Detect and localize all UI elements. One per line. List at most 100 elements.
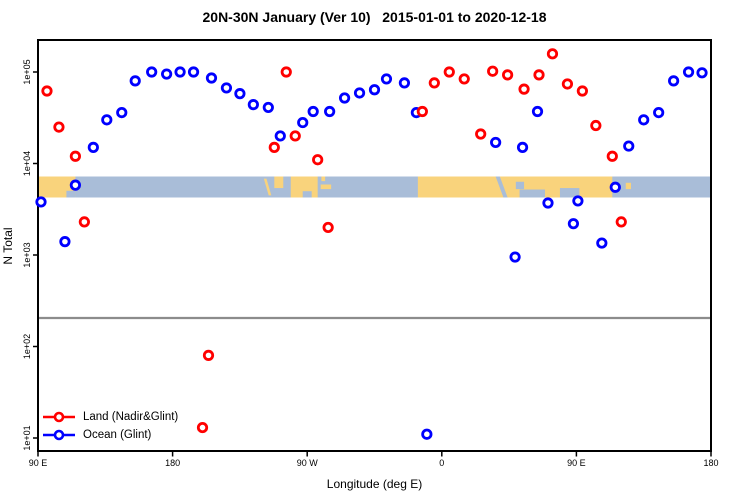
data-point-ocean bbox=[609, 181, 621, 193]
map-band-ocean-notch bbox=[519, 189, 545, 198]
data-point-ocean bbox=[653, 106, 665, 119]
data-point-land bbox=[518, 83, 530, 95]
x-axis-title: Longitude (deg E) bbox=[326, 477, 423, 491]
data-point-ocean bbox=[297, 116, 309, 129]
data-point-land bbox=[458, 73, 470, 85]
legend-label-ocean: Ocean (Glint) bbox=[83, 429, 152, 441]
y-axis-title: N Total bbox=[1, 227, 15, 265]
data-point-ocean bbox=[572, 195, 584, 207]
y-tick-label: 1e+03 bbox=[22, 242, 32, 267]
map-band-land-segment bbox=[38, 176, 76, 198]
data-point-land bbox=[443, 66, 455, 78]
data-point-land bbox=[546, 48, 559, 60]
data-point-ocean bbox=[338, 92, 351, 104]
map-band-land-segment bbox=[417, 176, 613, 198]
data-point-land bbox=[533, 69, 545, 81]
data-point-ocean bbox=[421, 428, 433, 440]
data-point-land bbox=[475, 128, 487, 140]
data-point-ocean bbox=[668, 75, 680, 87]
data-point-land bbox=[487, 65, 499, 77]
data-point-land bbox=[576, 85, 588, 97]
data-point-land bbox=[78, 216, 90, 228]
map-band-land-segment bbox=[320, 184, 332, 190]
data-point-ocean bbox=[623, 140, 635, 152]
data-point-ocean bbox=[129, 75, 141, 87]
legend-label-land: Land (Nadir&Glint) bbox=[83, 411, 179, 423]
map-band-land-segment bbox=[625, 182, 631, 190]
map-band-ocean-notch bbox=[515, 181, 525, 190]
data-point-ocean bbox=[368, 84, 381, 96]
legend: Land (Nadir&Glint) Ocean (Glint) bbox=[42, 408, 178, 444]
map-band-land-segment bbox=[274, 176, 284, 189]
data-point-land bbox=[196, 421, 209, 434]
data-point-ocean bbox=[682, 66, 695, 78]
x-tick-label: 90 W bbox=[297, 458, 319, 468]
data-point-ocean bbox=[247, 99, 259, 111]
data-point-land bbox=[312, 154, 324, 166]
data-point-land bbox=[428, 77, 440, 89]
data-point-ocean bbox=[307, 105, 319, 118]
data-point-land bbox=[606, 150, 618, 162]
data-point-ocean bbox=[161, 68, 173, 80]
data-point-ocean bbox=[324, 105, 336, 118]
data-point-ocean bbox=[69, 179, 81, 191]
data-point-ocean bbox=[146, 66, 158, 78]
chart-title: 20N-30N January (Ver 10) 2015-01-01 to 2… bbox=[202, 9, 547, 25]
data-point-ocean bbox=[696, 67, 708, 79]
data-point-land bbox=[615, 216, 627, 228]
data-point-ocean bbox=[234, 88, 246, 100]
data-point-land bbox=[202, 349, 215, 361]
data-point-ocean bbox=[380, 73, 393, 85]
data-point-ocean bbox=[274, 130, 286, 142]
data-point-ocean bbox=[59, 236, 71, 248]
map-band-ocean-notch bbox=[66, 190, 76, 198]
data-point-ocean bbox=[220, 82, 233, 94]
legend-item-ocean: Ocean (Glint) bbox=[42, 426, 178, 444]
legend-item-land: Land (Nadir&Glint) bbox=[42, 408, 178, 426]
data-point-land bbox=[289, 130, 301, 142]
map-band-ocean-notch bbox=[495, 176, 508, 198]
x-tick-label: 90 E bbox=[567, 458, 586, 468]
x-tick-label: 0 bbox=[439, 458, 444, 468]
data-point-ocean bbox=[531, 105, 544, 118]
data-point-land bbox=[69, 150, 81, 162]
y-tick-label: 1e+02 bbox=[22, 334, 32, 359]
map-band-ocean-notch bbox=[559, 188, 580, 198]
map-band-land-segment bbox=[321, 176, 326, 182]
map-band-ocean-notch bbox=[302, 191, 312, 198]
data-point-land bbox=[53, 121, 65, 133]
data-point-ocean bbox=[35, 196, 47, 208]
x-tick-label: 180 bbox=[165, 458, 180, 468]
y-tick-label: 1e+04 bbox=[22, 151, 32, 176]
data-point-ocean bbox=[490, 136, 502, 149]
data-point-ocean bbox=[596, 237, 608, 249]
data-point-ocean bbox=[116, 106, 128, 119]
data-point-land bbox=[41, 85, 53, 97]
data-point-ocean bbox=[262, 101, 274, 114]
data-point-ocean bbox=[567, 218, 580, 230]
y-tick-label: 1e+01 bbox=[22, 425, 32, 450]
land-series-symbol bbox=[43, 411, 75, 423]
data-point-ocean bbox=[174, 66, 186, 78]
data-point-ocean bbox=[542, 197, 554, 209]
data-point-land bbox=[502, 69, 514, 81]
data-point-land bbox=[268, 141, 280, 153]
data-point-land bbox=[416, 105, 428, 118]
data-point-land bbox=[280, 66, 292, 78]
x-tick-label: 180 bbox=[703, 458, 718, 468]
data-point-ocean bbox=[205, 72, 218, 84]
data-point-ocean bbox=[87, 141, 99, 153]
data-point-ocean bbox=[638, 114, 650, 126]
data-point-ocean bbox=[187, 66, 200, 78]
data-point-ocean bbox=[516, 141, 529, 153]
ocean-series-symbol bbox=[43, 429, 75, 441]
data-point-land bbox=[590, 119, 602, 132]
map-band-land-segment bbox=[263, 178, 272, 196]
plot-border bbox=[37, 39, 712, 452]
data-point-ocean bbox=[398, 77, 411, 89]
data-point-ocean bbox=[353, 87, 366, 99]
data-point-land bbox=[322, 221, 334, 234]
y-tick-label: 1e+05 bbox=[22, 59, 32, 84]
